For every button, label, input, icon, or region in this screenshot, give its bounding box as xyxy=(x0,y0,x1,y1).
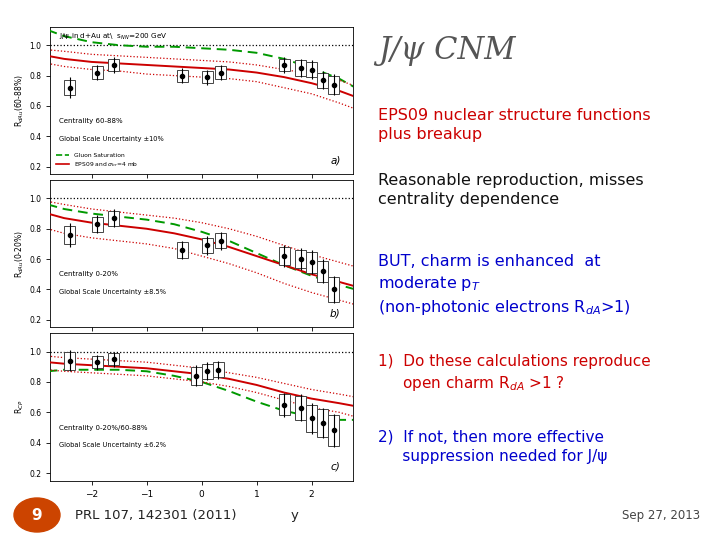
Bar xyxy=(215,66,226,79)
Text: Global Scale Uncertainty ±10%: Global Scale Uncertainty ±10% xyxy=(60,136,164,142)
Bar xyxy=(191,367,202,385)
Bar xyxy=(64,352,75,370)
Text: 1)  Do these calculations reproduce
     open charm R$_{dA}$ >1 ?: 1) Do these calculations reproduce open … xyxy=(378,354,651,393)
Y-axis label: R$_{CP}$: R$_{CP}$ xyxy=(14,400,27,414)
Text: BUT, charm is enhanced  at
moderate p$_T$
(non-photonic electrons R$_{dA}$>1): BUT, charm is enhanced at moderate p$_T$… xyxy=(378,254,631,316)
Text: Centrality 0-20%: Centrality 0-20% xyxy=(60,272,119,278)
Bar xyxy=(108,211,119,226)
Bar xyxy=(202,364,212,379)
Bar xyxy=(108,353,119,365)
Bar xyxy=(215,233,226,248)
Y-axis label: R$_{dAu}$(0-20%): R$_{dAu}$(0-20%) xyxy=(14,230,27,278)
Bar xyxy=(306,252,317,273)
Legend: Gluon Saturation, EPS09 and $\sigma_{br}$=4 mb: Gluon Saturation, EPS09 and $\sigma_{br}… xyxy=(53,151,140,171)
Bar xyxy=(212,362,224,377)
Text: 2)  If not, then more effective
     suppression needed for J/ψ: 2) If not, then more effective suppressi… xyxy=(378,429,608,463)
Bar xyxy=(64,226,75,244)
Text: J/ψ CNM: J/ψ CNM xyxy=(378,35,516,66)
Text: y: y xyxy=(291,509,299,522)
Bar xyxy=(91,356,103,368)
Bar xyxy=(279,247,289,265)
Bar xyxy=(202,238,212,253)
Bar xyxy=(317,261,328,282)
Text: c): c) xyxy=(331,462,341,472)
Bar xyxy=(328,76,339,94)
Text: 9: 9 xyxy=(32,508,42,523)
Bar xyxy=(295,60,306,76)
Bar xyxy=(202,71,212,83)
Bar xyxy=(108,59,119,71)
Bar xyxy=(306,62,317,77)
Bar xyxy=(317,72,328,87)
Bar xyxy=(177,242,188,258)
Text: J/ψ in d+Au at\  s$_{NN}$=200 GeV: J/ψ in d+Au at\ s$_{NN}$=200 GeV xyxy=(60,31,168,42)
Bar xyxy=(328,278,339,302)
Bar xyxy=(64,80,75,96)
Bar xyxy=(317,409,328,436)
Bar xyxy=(279,394,289,415)
Bar xyxy=(91,217,103,232)
Text: Reasonable reproduction, misses
centrality dependence: Reasonable reproduction, misses centrali… xyxy=(378,173,644,207)
Bar xyxy=(328,415,339,445)
Text: Centrality 60-88%: Centrality 60-88% xyxy=(60,118,123,124)
Ellipse shape xyxy=(14,498,60,532)
Y-axis label: R$_{dAu}$(60-88%): R$_{dAu}$(60-88%) xyxy=(14,74,27,127)
Text: Global Scale Uncertainty ±6.2%: Global Scale Uncertainty ±6.2% xyxy=(60,442,166,448)
Bar xyxy=(306,404,317,432)
Bar xyxy=(295,396,306,420)
Text: Sep 27, 2013: Sep 27, 2013 xyxy=(622,509,700,522)
Text: EPS09 nuclear structure functions
plus breakup: EPS09 nuclear structure functions plus b… xyxy=(378,108,651,142)
Bar xyxy=(279,59,289,71)
Text: Centrality 0-20%/60-88%: Centrality 0-20%/60-88% xyxy=(60,424,148,430)
Bar xyxy=(177,70,188,82)
Text: b): b) xyxy=(330,308,341,319)
Bar xyxy=(91,66,103,79)
Text: Global Scale Uncertainty ±8.5%: Global Scale Uncertainty ±8.5% xyxy=(60,289,166,295)
Text: a): a) xyxy=(330,156,341,165)
Text: PRL 107, 142301 (2011): PRL 107, 142301 (2011) xyxy=(75,509,236,522)
Bar xyxy=(295,250,306,268)
